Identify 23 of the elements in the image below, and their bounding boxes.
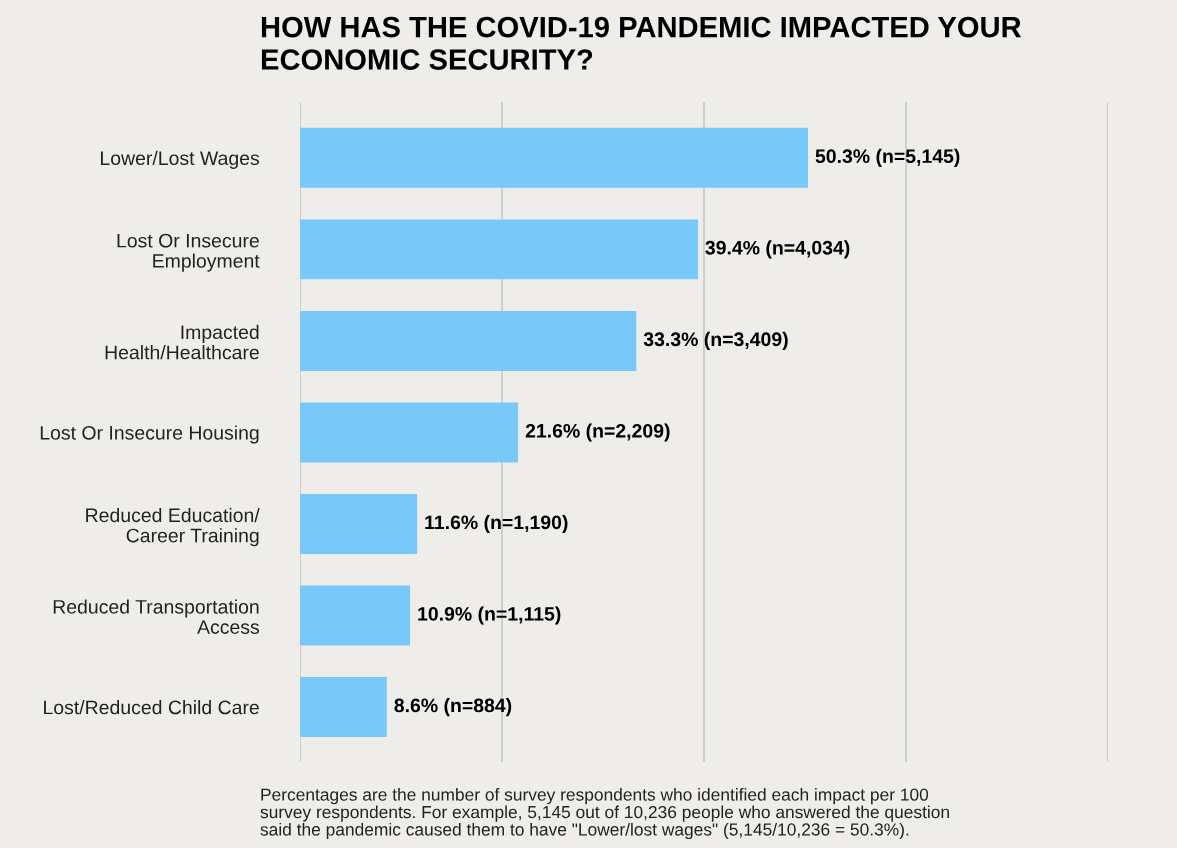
data-label: 11.6% (n=1,190) <box>425 514 568 534</box>
y-tick-label: Reduced Education/ Career Training <box>86 507 260 547</box>
bar <box>300 219 698 280</box>
y-tick-label: Reduced Transportation Access <box>53 599 260 634</box>
data-label: 50.3% (n=5,145) <box>815 148 960 167</box>
data-label: 39.4% (n=4,034) <box>705 240 850 259</box>
y-tick-label: Lost Or Insecure Employment <box>117 233 260 272</box>
text: Percentages are the number of survey respondents who identified each impact per 100 survey respondents. For example, 5,145 out of 10,236 people who answered the question said the pandemic caused them to have "Lower/lost wages" (5,145/10,236 = 50.3%). <box>260 788 949 840</box>
chart-title: HOW HAS THE COVID-19 PANDEMIC IMPACTED YOUR ECONOMIC SECURITY? <box>261 16 1022 70</box>
data-label: 10.9% (n=1,115) <box>418 606 561 625</box>
bar <box>300 127 809 188</box>
y-tick-label: Lost/Reduced Child Care <box>44 700 259 715</box>
y-tick-label: Lower/Lost Wages <box>101 150 260 169</box>
bar <box>300 402 519 463</box>
data-label: 33.3% (n=3,409) <box>643 331 788 350</box>
y-tick-label: Impacted Health/Healthcare <box>105 324 259 360</box>
y-tick-label: Lost Or Insecure Housing <box>40 425 259 444</box>
data-label: 21.6% (n=2,209) <box>525 423 670 442</box>
data-label: 8.6% (n=884) <box>394 698 512 717</box>
bar <box>300 494 418 554</box>
bar <box>300 677 387 738</box>
bar <box>300 310 637 371</box>
bar <box>300 585 411 646</box>
